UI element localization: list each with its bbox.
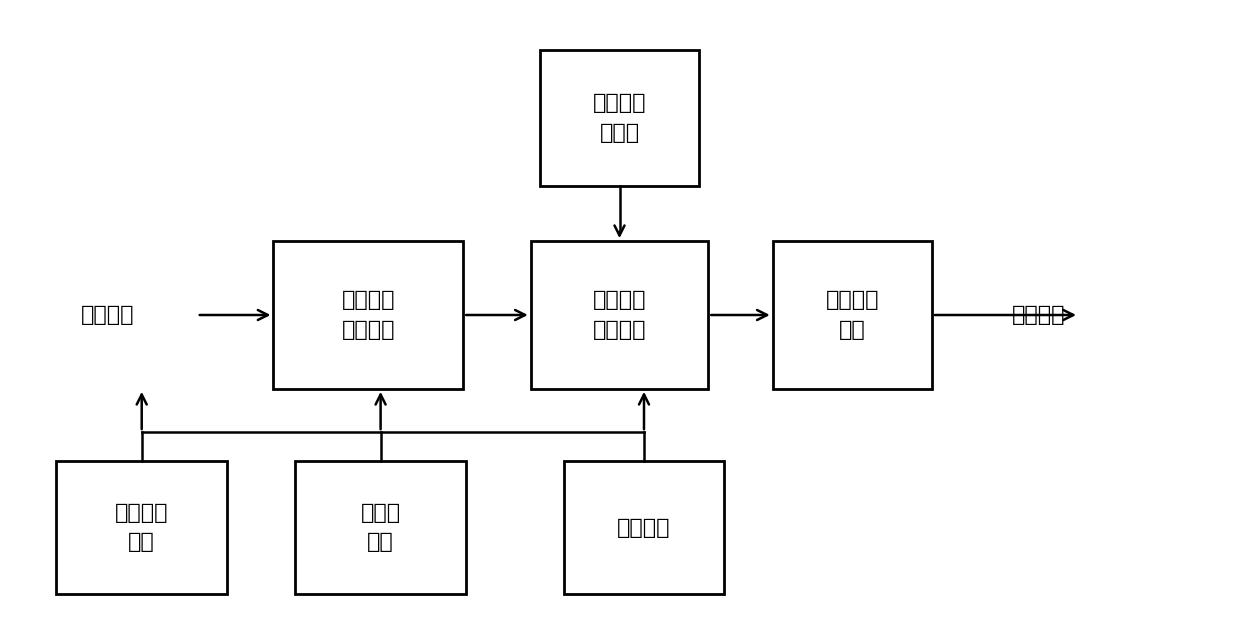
- Text: 室外温度: 室外温度: [81, 305, 134, 325]
- Text: 中期负荷
预测单元: 中期负荷 预测单元: [342, 290, 395, 340]
- Bar: [565, 461, 724, 594]
- Text: 负荷分布
系数法: 负荷分布 系数法: [592, 93, 647, 142]
- Bar: [56, 461, 228, 594]
- Text: 流量预测
单元: 流量预测 单元: [825, 290, 878, 340]
- Text: 节假日
效应: 节假日 效应: [361, 503, 400, 553]
- Text: 流量信号: 流量信号: [1011, 305, 1066, 325]
- Text: 误差修正: 误差修正: [617, 518, 670, 537]
- Bar: [540, 50, 699, 186]
- Bar: [530, 241, 709, 389]
- Bar: [773, 241, 932, 389]
- Bar: [274, 241, 463, 389]
- Text: 线性回归
拟合: 线性回归 拟合: [115, 503, 169, 553]
- Bar: [295, 461, 466, 594]
- Text: 短期负荷
预测单元: 短期负荷 预测单元: [592, 290, 647, 340]
